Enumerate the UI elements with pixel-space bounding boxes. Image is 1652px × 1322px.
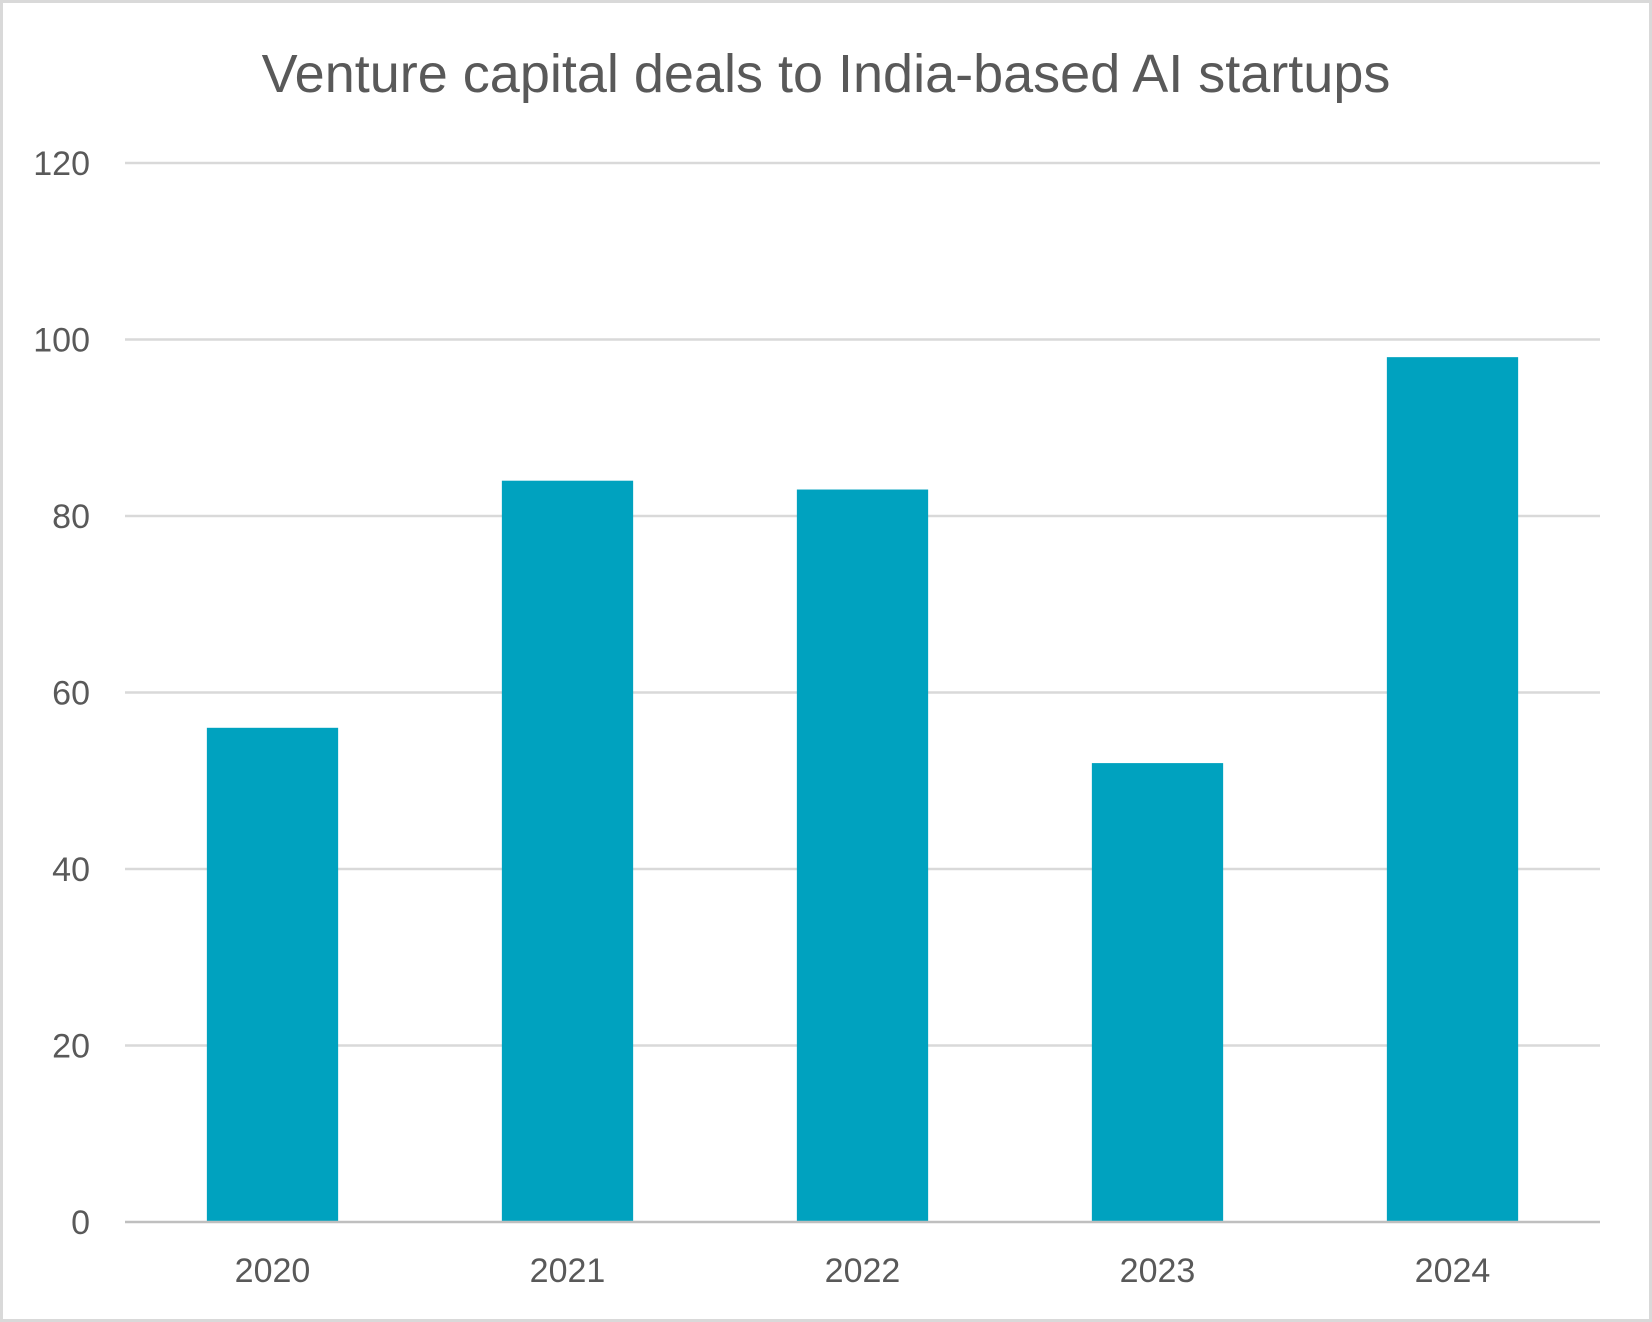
bar-2021 — [501, 480, 634, 1222]
y-tick-label: 60 — [52, 675, 90, 713]
x-tick-label: 2020 — [235, 1252, 311, 1290]
chart-title: Venture capital deals to India-based AI … — [262, 44, 1391, 104]
x-axis-ticks: 2020 2021 2022 2023 2024 — [235, 1252, 1491, 1290]
x-tick-label: 2021 — [530, 1252, 606, 1290]
x-tick-label: 2023 — [1120, 1252, 1196, 1290]
x-tick-label: 2022 — [825, 1252, 901, 1290]
y-tick-label: 80 — [52, 498, 90, 536]
x-tick-label: 2024 — [1415, 1252, 1491, 1290]
y-tick-label: 120 — [33, 145, 90, 183]
y-tick-label: 40 — [52, 851, 90, 889]
bar-2024 — [1386, 357, 1519, 1222]
bars — [206, 357, 1519, 1222]
bar-2020 — [206, 727, 339, 1222]
y-axis-ticks: 0 20 40 60 80 100 120 — [33, 145, 90, 1242]
bar-2022 — [796, 489, 929, 1222]
y-tick-label: 0 — [71, 1204, 90, 1242]
y-tick-label: 100 — [33, 322, 90, 360]
y-tick-label: 20 — [52, 1028, 90, 1066]
bar-2023 — [1091, 763, 1224, 1222]
gridlines — [125, 161, 1600, 1047]
